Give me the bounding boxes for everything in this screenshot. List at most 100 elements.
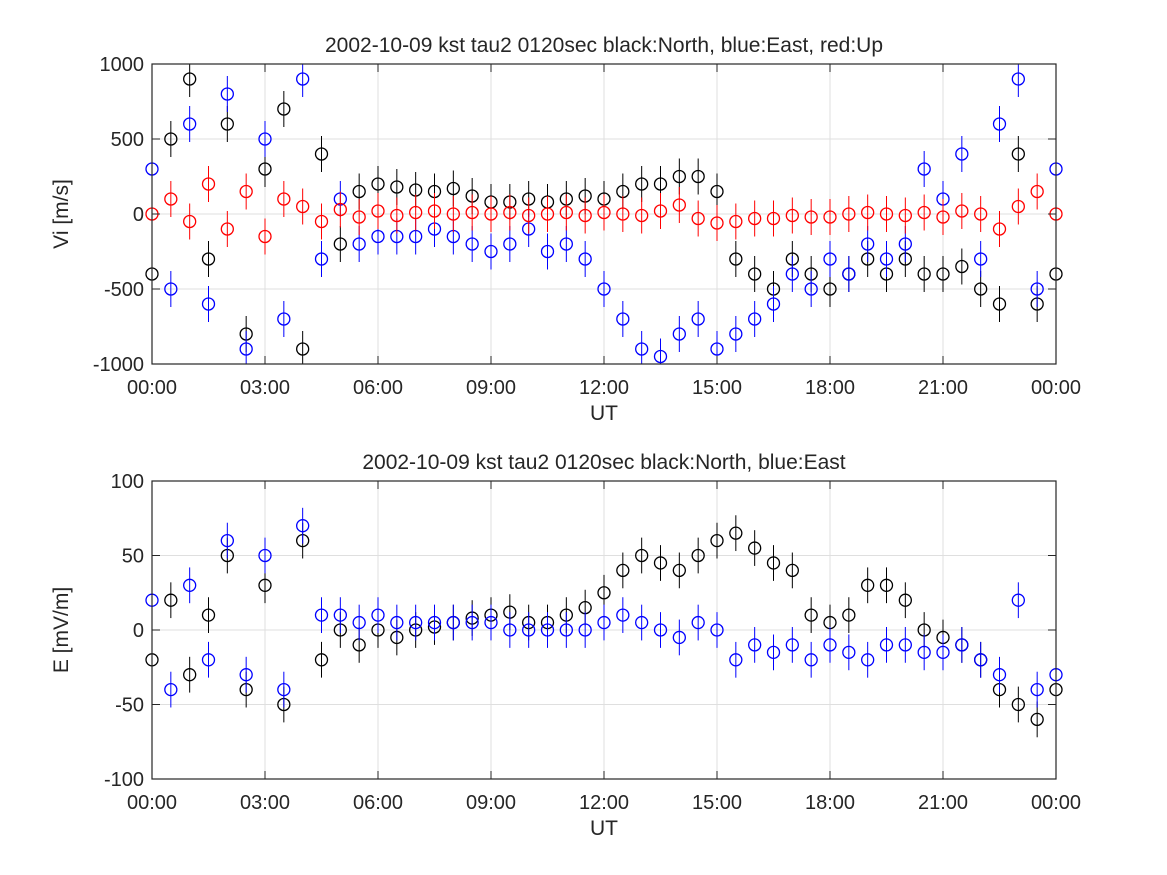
data-point — [898, 237, 912, 251]
data-point — [559, 205, 573, 220]
data-point — [955, 638, 969, 652]
data-point — [503, 237, 517, 251]
data-point — [616, 207, 630, 221]
data-point — [258, 162, 272, 176]
data-point — [616, 608, 630, 622]
data-point — [691, 615, 705, 630]
data-point — [183, 214, 197, 229]
data-point — [653, 623, 668, 637]
data-point — [1011, 72, 1025, 86]
data-point — [635, 342, 649, 356]
data-point — [296, 199, 310, 214]
data-point — [635, 548, 649, 563]
data-point — [992, 117, 1007, 131]
data-point — [1030, 682, 1044, 697]
x-tick-label: 06:00 — [353, 377, 403, 399]
data-point — [333, 237, 347, 251]
data-point — [201, 653, 216, 667]
data-point — [879, 207, 894, 221]
data-point — [427, 615, 442, 630]
data-point — [861, 578, 875, 592]
data-point — [371, 177, 385, 191]
data-point — [352, 615, 366, 630]
x-tick-label: 09:00 — [466, 792, 516, 814]
data-point — [352, 237, 366, 251]
data-point — [446, 615, 460, 630]
data-point — [823, 210, 837, 224]
data-point — [766, 645, 781, 659]
data-point — [465, 205, 479, 220]
data-point — [390, 208, 404, 223]
data-point — [258, 229, 272, 244]
data-point — [635, 177, 649, 191]
data-point — [842, 207, 856, 221]
data-point — [879, 252, 894, 266]
x-tick-label: 00:00 — [1031, 792, 1081, 814]
data-point — [220, 87, 234, 101]
y-tick-label: 50 — [122, 546, 144, 568]
data-point — [559, 623, 573, 637]
data-point — [804, 210, 818, 224]
data-point — [201, 177, 216, 191]
data-point — [992, 222, 1007, 236]
data-point — [710, 623, 724, 637]
data-point — [823, 282, 837, 296]
data-point — [597, 586, 611, 600]
data-point — [503, 623, 517, 637]
data-point — [992, 297, 1007, 311]
data-point — [691, 211, 705, 226]
velocity-panel: 00:00 03:00 06:00 09:00 12:00 15:00 18:00 21:00… — [50, 34, 1081, 425]
data-point — [371, 204, 385, 218]
data-point — [296, 72, 310, 86]
data-point — [183, 668, 197, 682]
data-point — [729, 252, 743, 266]
x-tick-label: 15:00 — [692, 377, 742, 399]
data-point — [898, 208, 912, 223]
x-tick-label: 21:00 — [918, 377, 968, 399]
data-point — [879, 638, 894, 652]
data-point — [616, 312, 630, 326]
data-point — [672, 198, 686, 212]
data-point — [804, 653, 818, 667]
data-point — [239, 668, 253, 682]
data-point — [446, 181, 460, 196]
data-point — [503, 205, 517, 220]
data-point — [540, 207, 555, 221]
data-point — [201, 252, 216, 266]
data-point — [333, 608, 347, 622]
data-point — [522, 623, 536, 637]
x-tick-label: 00:00 — [127, 792, 177, 814]
data-point — [653, 177, 668, 191]
data-point — [955, 259, 969, 274]
data-point — [748, 211, 762, 226]
data-point — [804, 608, 818, 622]
data-point — [314, 147, 329, 161]
series-1 — [145, 64, 1063, 364]
data-point — [710, 184, 724, 199]
data-point — [691, 169, 705, 184]
data-point — [427, 204, 442, 218]
data-point — [974, 252, 988, 266]
data-point — [748, 312, 762, 326]
y-tick-label: 500 — [111, 129, 144, 151]
y-tick-label: 0 — [133, 204, 144, 226]
x-tick-label: 03:00 — [240, 792, 290, 814]
data-point — [653, 204, 668, 218]
data-point — [277, 192, 291, 206]
y-tick-label: -500 — [104, 279, 144, 301]
data-point — [371, 608, 385, 622]
data-point — [748, 638, 762, 652]
data-point — [164, 132, 178, 146]
data-point — [823, 638, 837, 652]
data-point — [992, 668, 1007, 682]
data-point — [164, 282, 178, 296]
data-point — [333, 202, 347, 217]
data-point — [955, 204, 969, 218]
data-point — [220, 222, 234, 236]
data-point — [484, 207, 498, 221]
series-1 — [145, 507, 1063, 708]
data-point — [785, 208, 799, 223]
data-point — [748, 267, 762, 281]
data-point — [861, 205, 875, 220]
